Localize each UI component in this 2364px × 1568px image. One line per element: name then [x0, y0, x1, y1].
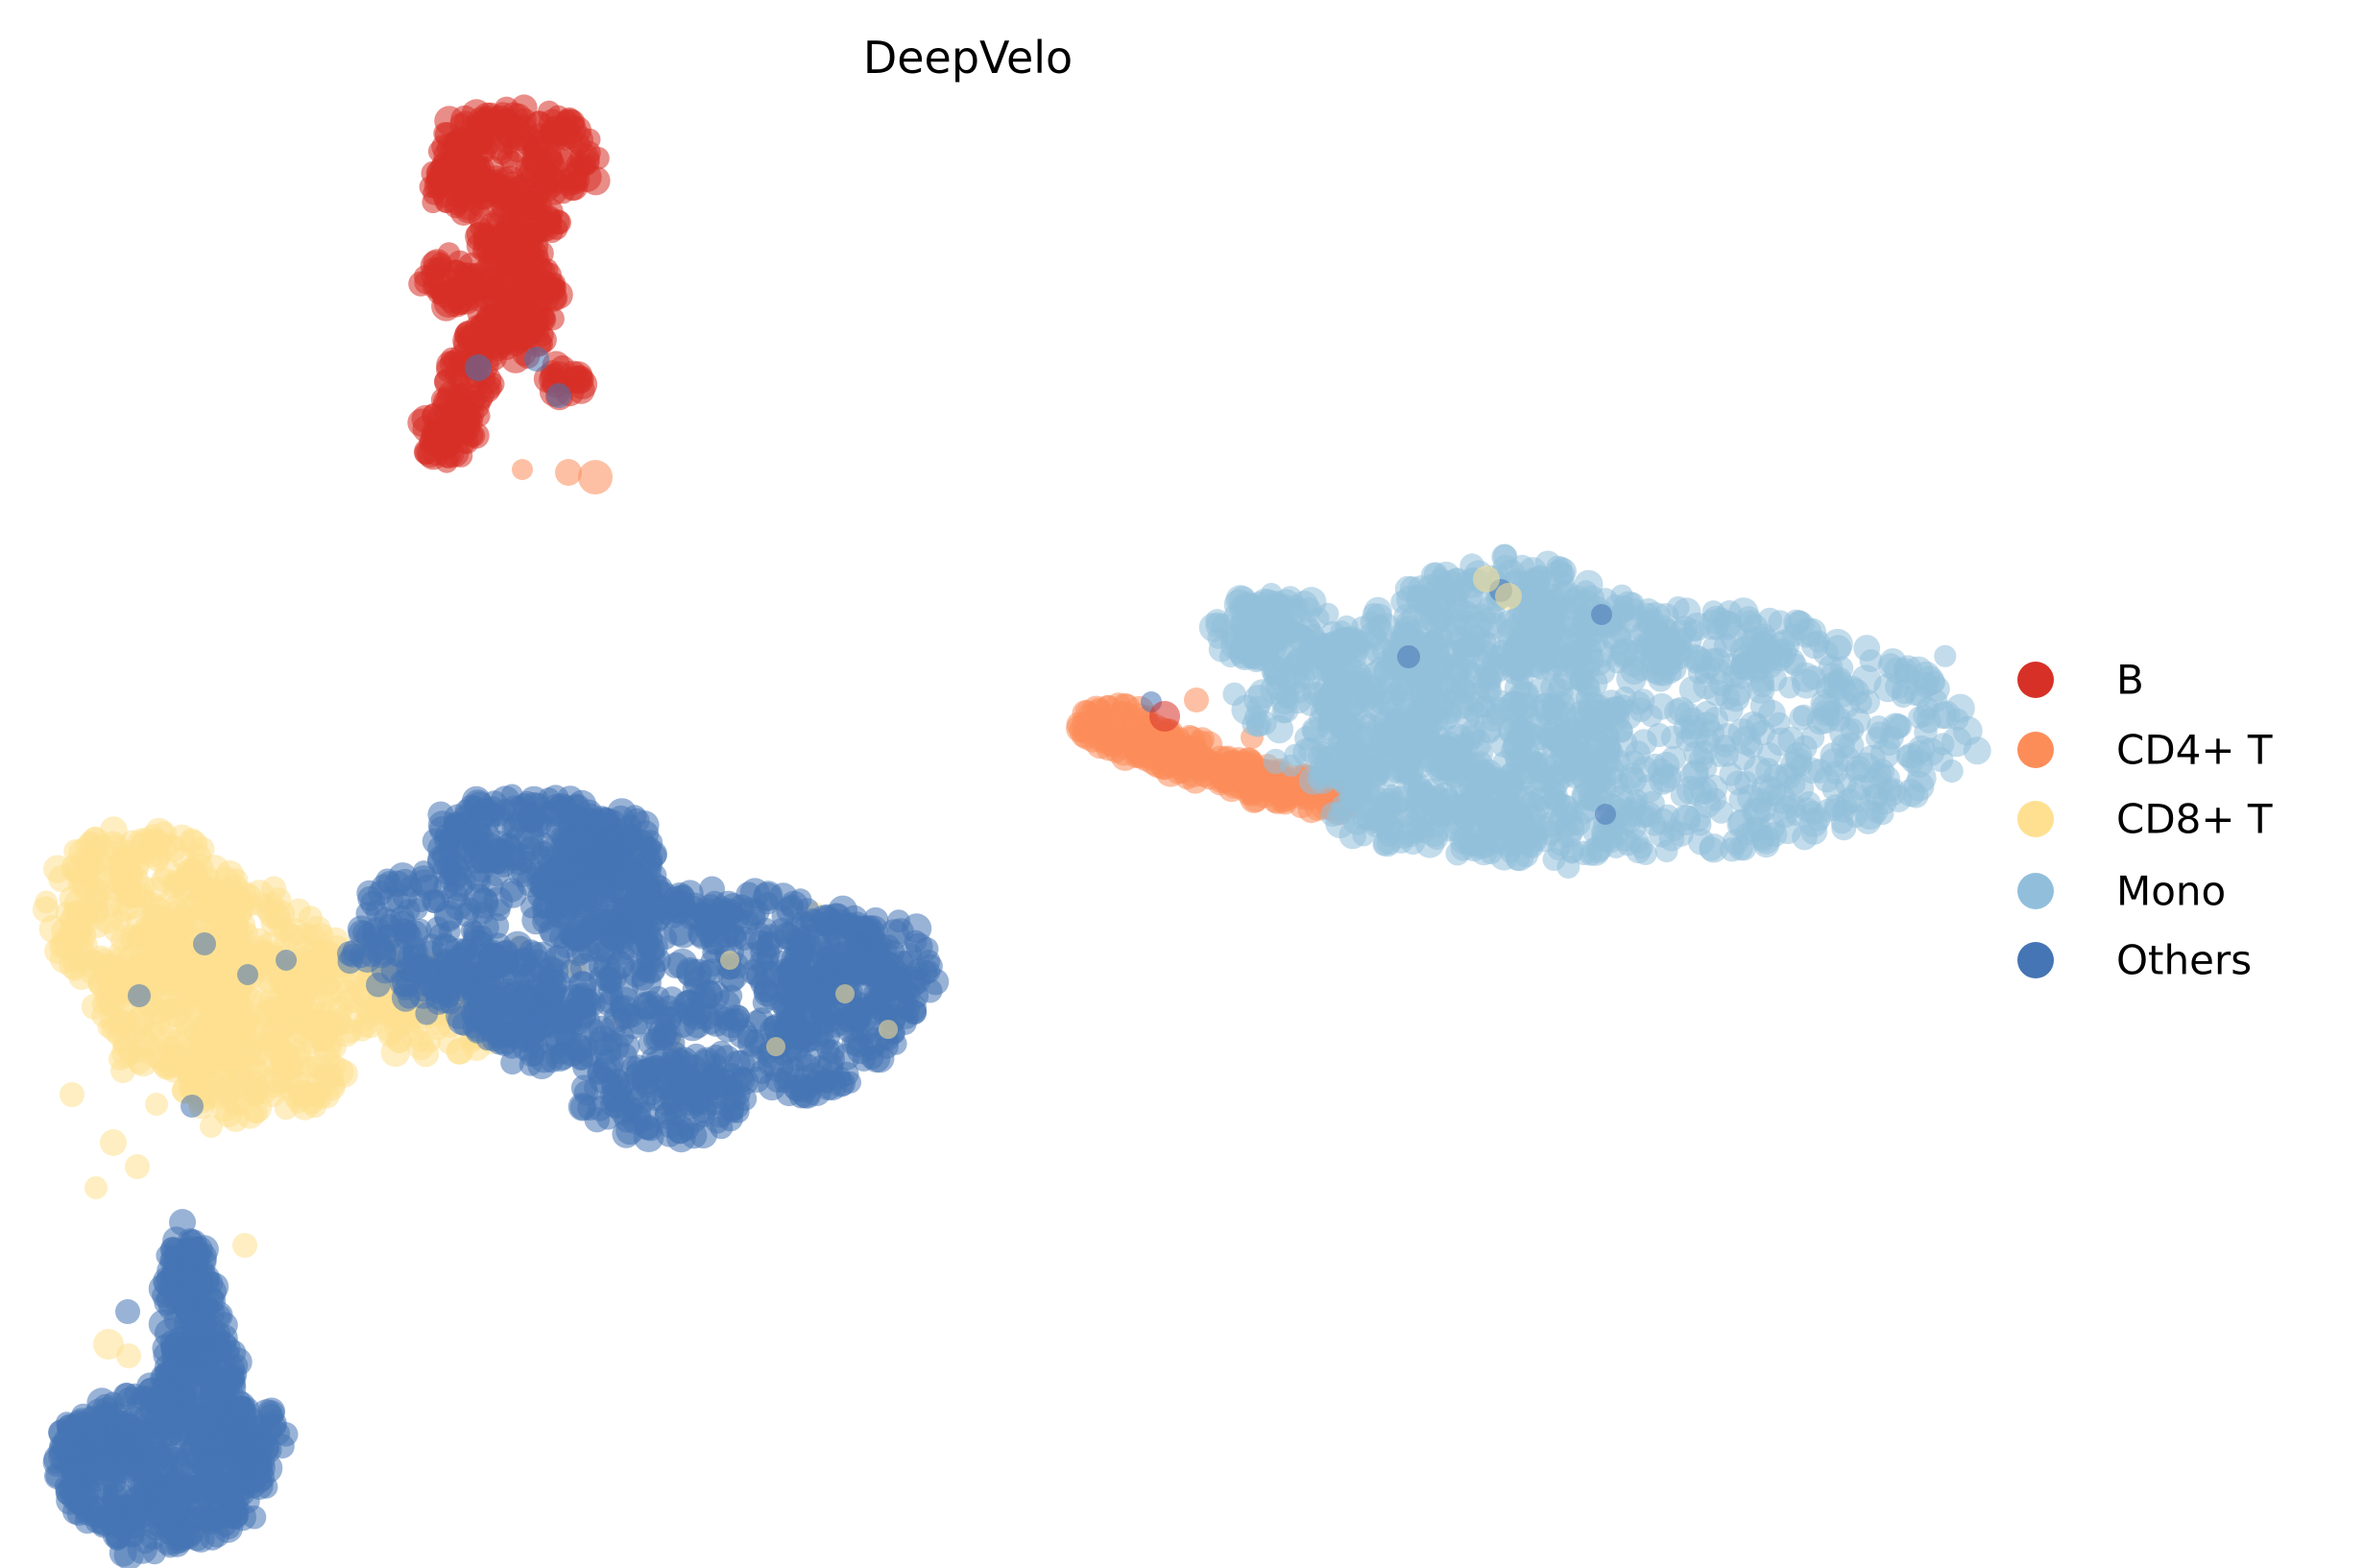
legend-item-cd8t: CD8+ T: [2017, 796, 2273, 843]
legend-label-b: B: [2116, 657, 2144, 704]
legend-swatch-mono-icon: [2017, 873, 2054, 909]
legend-label-cd8t: CD8+ T: [2116, 796, 2273, 843]
legend-label-others: Others: [2116, 937, 2252, 984]
legend-swatch-cd8t-icon: [2017, 801, 2054, 837]
series-mono-points: [1198, 543, 1991, 879]
series-b-overlay-points: [1149, 701, 1180, 732]
legend-label-cd4t: CD4+ T: [2116, 727, 2273, 774]
series-cd8t-overlay-points: [720, 566, 1522, 1056]
legend: B CD4+ T CD8+ T Mono Others: [2017, 657, 2273, 984]
legend-swatch-b-icon: [2017, 662, 2054, 698]
legend-item-mono: Mono: [2017, 868, 2226, 915]
chart-title: DeepVelo: [863, 32, 1073, 84]
legend-item-b: B: [2017, 657, 2144, 704]
legend-swatch-others-icon: [2017, 942, 2054, 978]
legend-item-cd4t: CD4+ T: [2017, 727, 2273, 774]
series-b-points: [407, 94, 611, 473]
series-others-points: [42, 347, 1616, 1568]
legend-label-mono: Mono: [2116, 868, 2226, 915]
legend-swatch-cd4t-icon: [2017, 732, 2054, 768]
legend-item-others: Others: [2017, 937, 2252, 984]
